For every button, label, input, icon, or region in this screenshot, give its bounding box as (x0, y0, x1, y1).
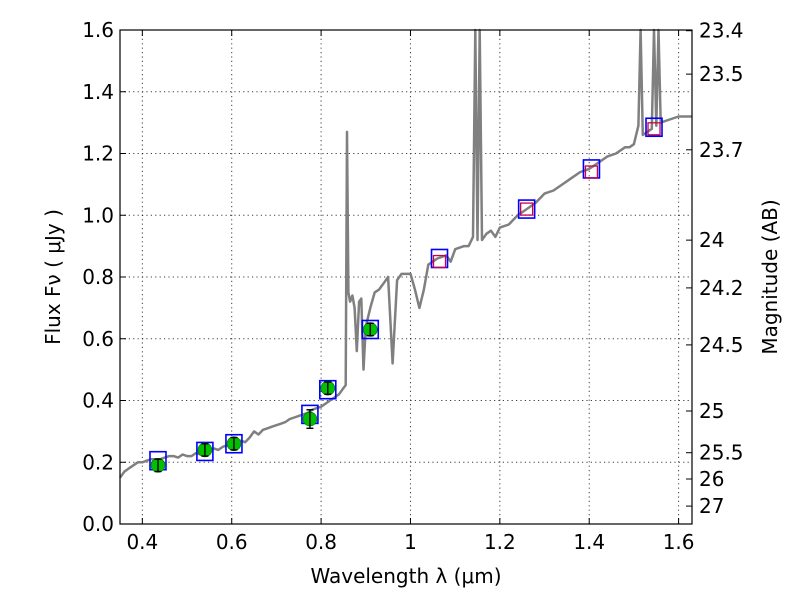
spectrum-line (118, 28, 692, 479)
x-tick-label: 1.4 (573, 530, 605, 554)
ir-points (432, 122, 661, 269)
right-tick-label: 27 (699, 494, 724, 518)
right-tick-label: 25.5 (699, 441, 744, 465)
x-tick-label: 1.6 (663, 530, 695, 554)
model-boxes (149, 117, 663, 471)
ir-point (584, 165, 599, 179)
y-tick-label: 0.4 (82, 389, 114, 413)
right-tick-label: 24.5 (699, 333, 744, 357)
right-tick-label: 24.2 (699, 276, 744, 300)
y-tick-labels: 0.0 0.2 0.4 0.6 0.8 1.0 1.2 1.4 1.6 (82, 18, 114, 536)
model-box (361, 319, 380, 340)
right-tick-label: 25 (699, 399, 724, 423)
detection-points (150, 322, 378, 473)
y-tick-label: 1.4 (82, 80, 114, 104)
model-box (196, 441, 214, 462)
y-tick-label: 0.2 (82, 450, 114, 474)
x-tick-label: 0.4 (126, 530, 158, 554)
x-tick-label: 1 (404, 530, 417, 554)
model-box (225, 433, 243, 454)
y-tick-label: 0.6 (82, 327, 114, 351)
y-tick-label: 1.6 (82, 18, 114, 42)
right-tick-label: 23.4 (699, 19, 744, 43)
right-tick-labels: 23.4 23.5 23.7 24 24.2 24.5 25 25.526 27 (699, 19, 744, 518)
x-axis-title: Wavelength λ (μm) (310, 564, 501, 588)
x-tick-label: 0.8 (305, 530, 337, 554)
model-box (517, 199, 536, 219)
right-tick-label: 23.5 (699, 62, 744, 86)
x-tick-label: 1.2 (484, 530, 516, 554)
x-tick-label: 0.6 (216, 530, 248, 554)
y-axis-right-title: Magnitude (AB) (758, 199, 782, 354)
axis-ticks (120, 29, 692, 525)
ir-point (647, 122, 661, 136)
x-tick-labels: 0.4 0.6 0.8 1 1.2 1.4 1.6 (126, 530, 694, 554)
y-tick-label: 1.2 (82, 142, 114, 166)
spectrum-layer (118, 28, 692, 479)
y-tick-label: 1.0 (82, 203, 114, 227)
model-box (318, 379, 337, 400)
right-tick-label: 26 (699, 467, 724, 491)
right-tick-label: 24 (699, 228, 724, 252)
ir-point (432, 254, 447, 269)
right-tick-label: 23.7 (699, 138, 744, 162)
model-box (645, 117, 663, 138)
ir-point (520, 202, 534, 216)
y-tick-label: 0.0 (82, 512, 114, 536)
y-tick-label: 0.8 (82, 265, 114, 289)
y-axis-title: Flux Fν ( μJy ) (41, 209, 65, 345)
